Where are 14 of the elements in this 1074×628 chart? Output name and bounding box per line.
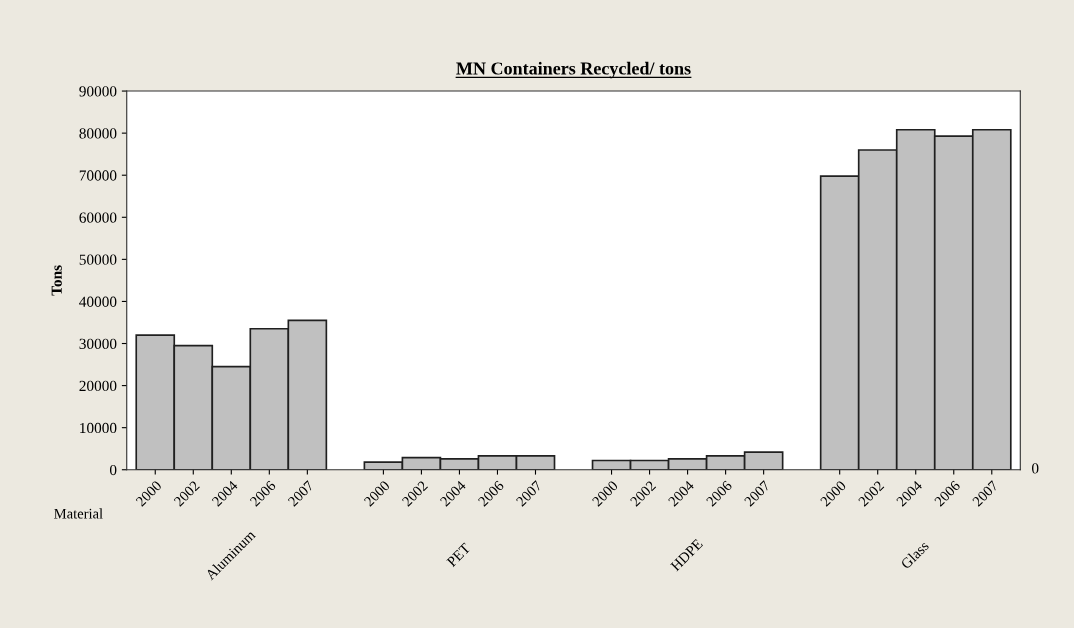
y-tick-label: 20000 <box>79 380 117 392</box>
y-tick-label: 0 <box>109 464 117 476</box>
y-tick-label: 10000 <box>80 422 117 434</box>
y-tick-label: 50000 <box>79 254 117 265</box>
y-axis-title: Tons <box>51 265 62 296</box>
y-tick-label: 60000 <box>79 212 117 223</box>
y-tick-label: 30000 <box>79 338 117 349</box>
y-tick-label: 40000 <box>79 296 117 307</box>
chart-title: MN Containers Recycled/ tons <box>456 61 691 79</box>
text: 0 <box>1031 463 1039 474</box>
y-tick-label: 70000 <box>79 170 117 181</box>
x-axis-title: Material <box>54 508 103 519</box>
y-tick-label: 90000 <box>79 86 117 97</box>
y-tick-label: 80000 <box>79 128 117 139</box>
